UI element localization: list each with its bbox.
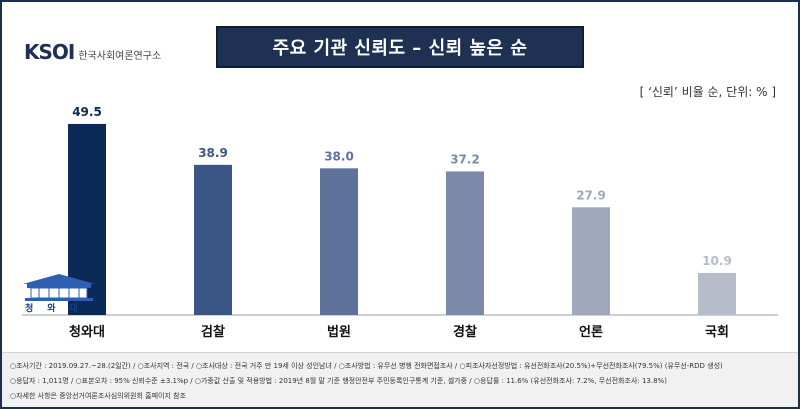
bar-2 <box>194 164 232 315</box>
blue-house-emblem: 청와대 <box>19 270 99 320</box>
value-label-3: 38.0 <box>324 149 354 163</box>
value-label-1: 49.5 <box>72 105 102 119</box>
category-label-5: 언론 <box>579 324 603 340</box>
logo-mark: KSOI <box>24 40 75 64</box>
bar-5 <box>572 207 610 315</box>
survey-footer: ○조사기간 : 2019.09.27.~28.(2일간) / ○조사지역 : 전… <box>2 352 798 407</box>
title-box: 주요 기관 신뢰도 – 신뢰 높은 순 <box>216 26 584 68</box>
value-label-4: 37.2 <box>450 152 480 166</box>
footer-line-3: ○자세한 사항은 중앙선거여론조사심의위원회 홈페이지 참조 <box>10 392 187 400</box>
chart-title: 주요 기관 신뢰도 – 신뢰 높은 순 <box>272 38 528 59</box>
value-label-5: 27.9 <box>576 188 606 202</box>
footer-line-1: ○조사기간 : 2019.09.27.~28.(2일간) / ○조사지역 : 전… <box>10 362 723 370</box>
value-label-2: 38.9 <box>198 146 228 160</box>
footer-line-2: ○응답자 : 1,011명 / ○표본오차 : 95% 신뢰수준 ±3.1%p … <box>10 377 667 385</box>
unit-note: [ ‘신뢰’ 비율 순, 단위: % ] <box>639 85 776 99</box>
blue-house-icon <box>23 274 95 301</box>
bar-chart: 49.5 청와대 38.9 검찰 38.0 법원 37.2 경찰 27.9 언론 10.9 국회 <box>22 105 778 340</box>
category-label-2: 검찰 <box>201 324 225 340</box>
bar-3 <box>320 168 358 315</box>
category-label-3: 법원 <box>327 324 351 340</box>
logo-text: 한국사회여론연구소 <box>78 50 162 62</box>
ksoi-logo: KSOI 한국사회여론연구소 <box>24 40 161 64</box>
category-label-6: 국회 <box>705 324 729 340</box>
blue-house-label: 청와대 <box>25 304 92 314</box>
value-label-6: 10.9 <box>702 254 732 268</box>
category-label-1: 청와대 <box>69 324 105 340</box>
bar-4 <box>446 171 484 315</box>
bar-6 <box>698 272 736 315</box>
category-label-4: 경찰 <box>453 324 477 340</box>
